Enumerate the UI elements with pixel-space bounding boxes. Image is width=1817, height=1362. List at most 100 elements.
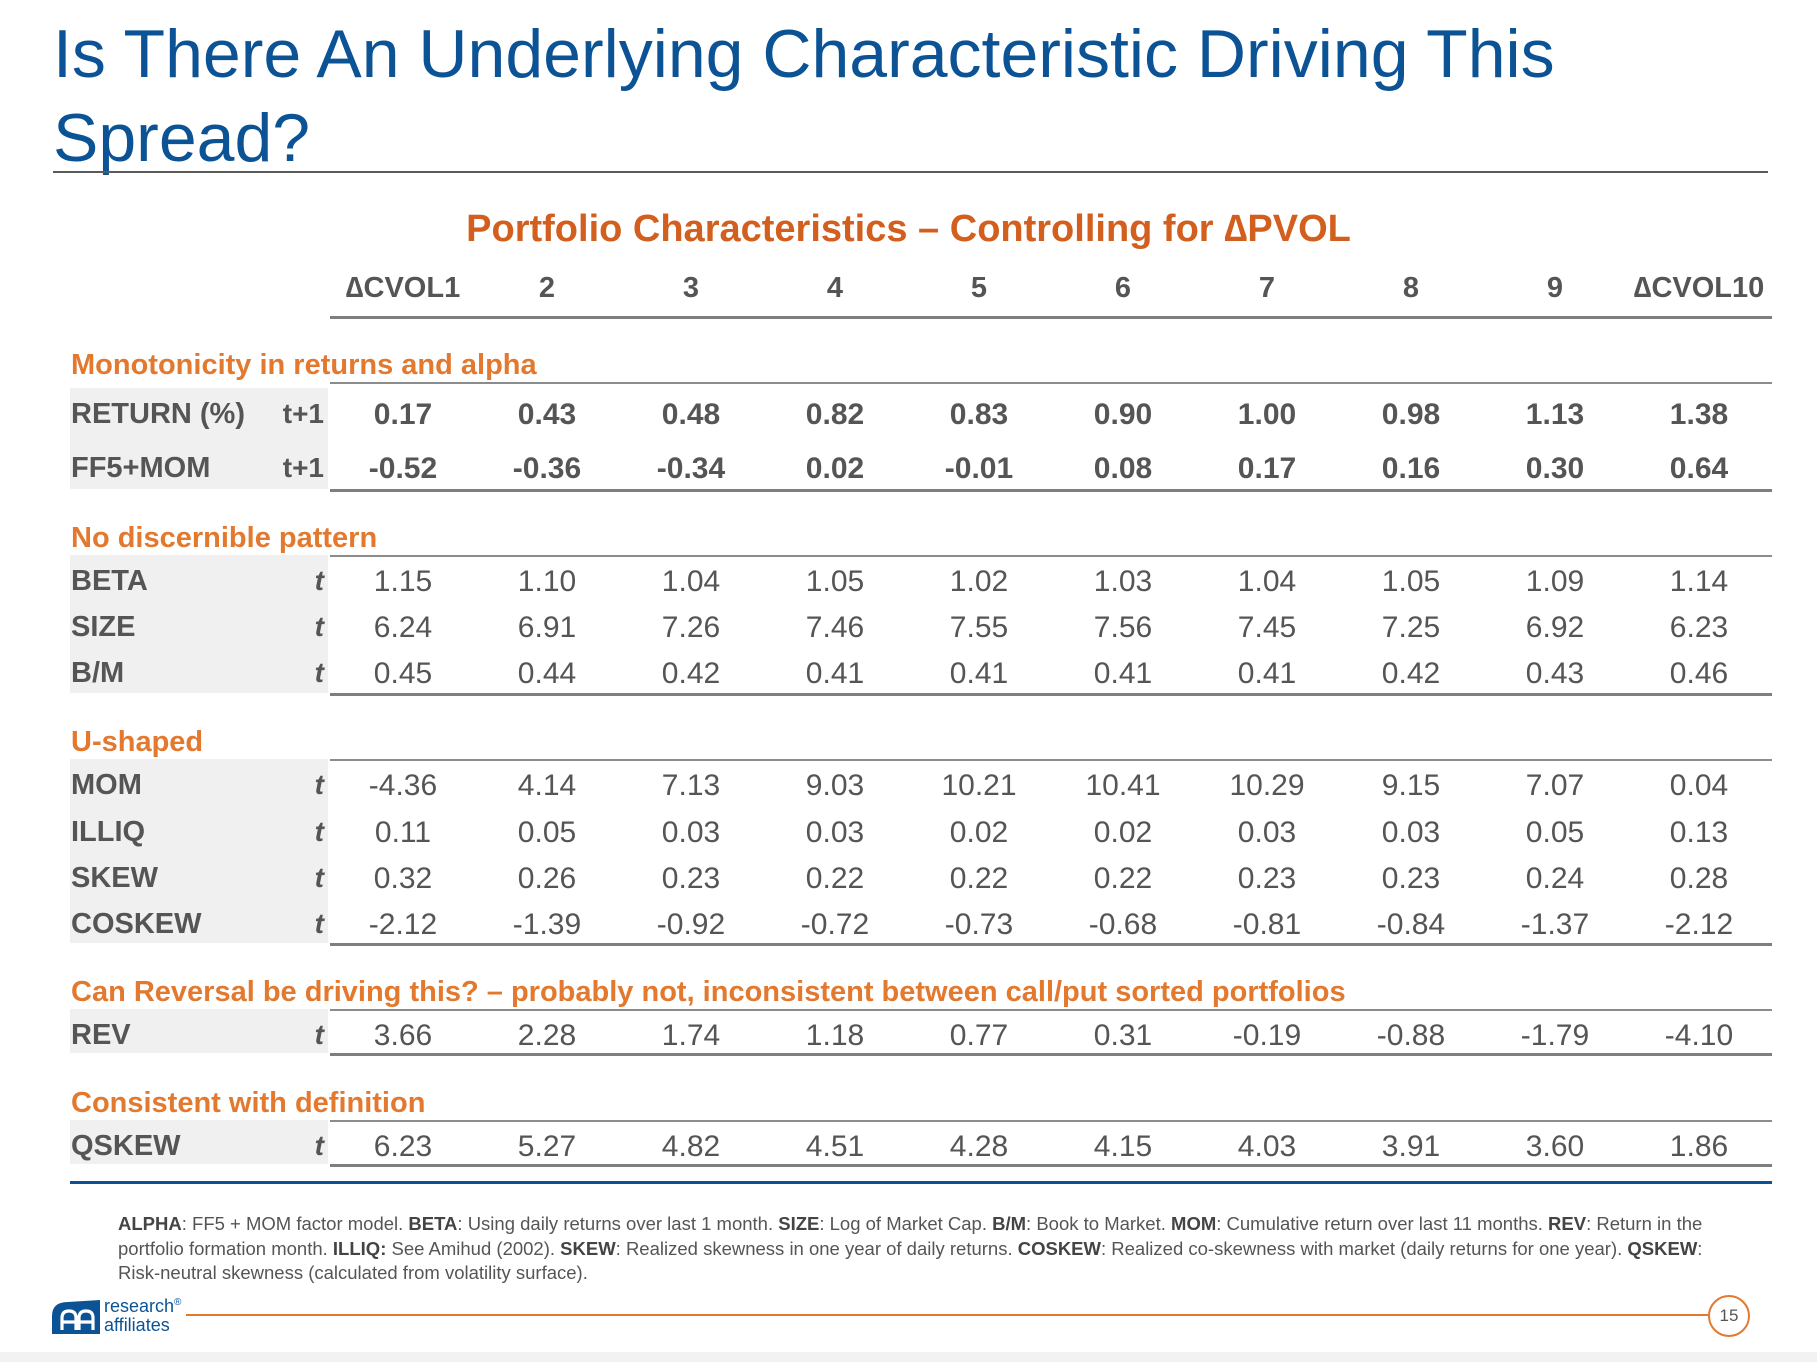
table-cell: -0.73	[944, 908, 1014, 941]
table-cell: 1.74	[661, 1019, 721, 1052]
footnote-definition: : Cumulative return over last 11 months.	[1216, 1213, 1549, 1234]
table-cell: 1.05	[1381, 565, 1441, 598]
column-header: 2	[538, 272, 556, 304]
table-cell: 0.17	[373, 398, 433, 431]
logo-wordmark: research® affiliates	[104, 1293, 181, 1335]
table-cell: 1.03	[1093, 565, 1153, 598]
footnote-term: SIZE	[778, 1213, 820, 1234]
row-label: B/M	[71, 657, 125, 689]
table-cell: 10.29	[1229, 769, 1305, 802]
table-cell: 4.28	[949, 1130, 1009, 1163]
table-cell: 1.38	[1669, 398, 1729, 431]
section-heading: U-shaped	[71, 726, 204, 758]
table-cell: 0.11	[374, 816, 432, 849]
logo-line-1: research	[104, 1296, 175, 1316]
table-cell: 1.18	[805, 1019, 865, 1052]
section-heading: Can Reversal be driving this? – probably…	[71, 976, 1346, 1008]
row-period: t+1	[282, 452, 324, 483]
section-heading: Monotonicity in returns and alpha	[71, 349, 537, 381]
table-cell: 1.14	[1669, 565, 1729, 598]
table-cell: 2.28	[517, 1019, 577, 1052]
row-label-background	[70, 1009, 328, 1053]
row-label-background	[70, 388, 328, 489]
table-cell: -0.92	[656, 908, 726, 941]
table-cell: 0.22	[949, 862, 1009, 895]
table-cell: -0.36	[512, 452, 582, 485]
footnote-term: MOM	[1171, 1213, 1217, 1234]
section-end-rule	[330, 489, 1772, 492]
table-cell: 5.27	[517, 1130, 577, 1163]
table-cell: 10.41	[1085, 769, 1161, 802]
column-header: ∆CVOL1	[345, 272, 461, 304]
footnote-definition: : Book to Market.	[1026, 1213, 1172, 1234]
table-cell: -2.12	[1664, 908, 1734, 941]
logo-line-2: affiliates	[104, 1315, 170, 1335]
table-cell: 1.09	[1525, 565, 1585, 598]
table-cell: 9.15	[1381, 769, 1441, 802]
table-cell: 0.41	[805, 657, 865, 690]
table-title: Portfolio Characteristics – Controlling …	[466, 208, 1351, 250]
column-header: 4	[826, 272, 844, 304]
table-cell: 1.04	[1237, 565, 1297, 598]
section-end-rule	[330, 693, 1772, 696]
section-end-rule	[330, 943, 1772, 946]
table-cell: 4.15	[1093, 1130, 1153, 1163]
table-cell: 0.02	[949, 816, 1009, 849]
table-cell: 0.13	[1669, 816, 1729, 849]
table-cell: 0.64	[1669, 452, 1729, 485]
footnote-term: B/M	[992, 1213, 1027, 1234]
table-cell: 7.26	[661, 611, 721, 644]
table-cell: 7.25	[1381, 611, 1441, 644]
footnote-term: BETA	[408, 1213, 458, 1234]
row-label: QSKEW	[71, 1130, 181, 1162]
column-header: ∆CVOL10	[1633, 272, 1765, 304]
table-cell: 0.03	[805, 816, 865, 849]
table-cell: 0.98	[1381, 398, 1441, 431]
table-cell: -0.19	[1232, 1019, 1302, 1052]
row-label: SKEW	[71, 862, 158, 894]
row-period: t	[314, 816, 324, 847]
table-cell: 0.41	[1093, 657, 1153, 690]
table-cell: -0.52	[368, 452, 438, 485]
column-header: 9	[1546, 272, 1564, 304]
table-cell: -0.72	[800, 908, 870, 941]
footnote-definition: : Realized skewness in one year of daily…	[615, 1237, 1018, 1259]
table-cell: 0.24	[1525, 862, 1585, 895]
header-rule	[330, 316, 1772, 319]
table-cell: 0.05	[517, 816, 577, 849]
table-cell: 0.83	[949, 398, 1009, 431]
footnote-definition: : Log of Market Cap.	[819, 1213, 993, 1234]
table-cell: 0.22	[1093, 862, 1153, 895]
slide-title: Is There An Underlying Characteristic Dr…	[53, 16, 1555, 176]
page-number: 15	[1708, 1295, 1750, 1337]
section-end-rule	[330, 1053, 1772, 1056]
footnote-term: REV	[1548, 1213, 1587, 1234]
table-cell: 7.07	[1525, 769, 1585, 802]
table-cell: 6.23	[1669, 611, 1729, 644]
table-cell: 0.30	[1525, 452, 1585, 485]
column-header: 3	[682, 272, 700, 304]
footnote-term: ILLIQ:	[332, 1237, 387, 1259]
row-period: t	[314, 657, 324, 688]
footnote: ALPHA: FF5 + MOM factor model. BETA: Usi…	[118, 1212, 1718, 1286]
table-cell: -0.01	[944, 452, 1014, 485]
table-cell: 0.46	[1669, 657, 1729, 690]
table-cell: 0.82	[805, 398, 865, 431]
footnote-term: COSKEW	[1017, 1237, 1101, 1259]
footnote-term: QSKEW	[1627, 1237, 1698, 1259]
row-period: t	[314, 908, 324, 939]
row-label: REV	[71, 1019, 131, 1051]
table-cell: 1.15	[373, 565, 433, 598]
title-underline	[53, 171, 1768, 173]
table-cell: 10.21	[941, 769, 1017, 802]
table-cell: 6.92	[1525, 611, 1585, 644]
row-period: t	[314, 769, 324, 800]
row-period: t	[314, 862, 324, 893]
footnote-divider	[70, 1181, 1772, 1184]
column-header: 6	[1114, 272, 1132, 304]
table-cell: 1.04	[661, 565, 721, 598]
table-cell: 9.03	[805, 769, 865, 802]
section-heading: Consistent with definition	[71, 1087, 426, 1119]
table-cell: 3.91	[1381, 1130, 1441, 1163]
row-label: COSKEW	[71, 908, 202, 940]
